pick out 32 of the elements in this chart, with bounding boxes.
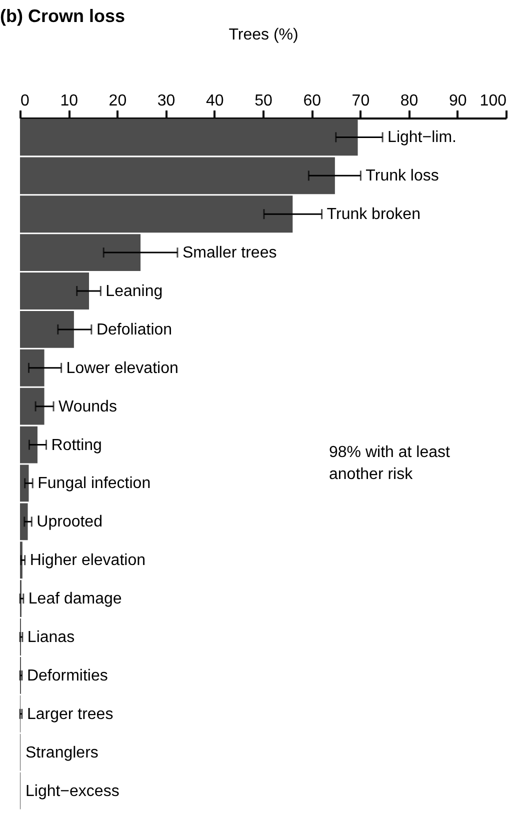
x-tick-label: 0 (20, 92, 30, 110)
x-tick-label: 60 (303, 92, 322, 110)
y-tick-label: Smaller trees (182, 244, 277, 262)
y-tick-label: Fungal infection (38, 475, 151, 492)
x-tick-label: 80 (400, 92, 418, 110)
y-tick-label: Trunk loss (366, 168, 439, 185)
y-tick-label: Lianas (27, 629, 75, 646)
y-tick-label: Stranglers (25, 744, 98, 762)
y-tick-label: Larger trees (26, 706, 114, 723)
x-tick-label: 10 (60, 92, 78, 110)
y-tick-label: Uprooted (36, 514, 102, 531)
y-tick-label: Leaf damage (28, 590, 122, 608)
y-tick-label: Higher elevation (30, 552, 146, 570)
x-tick-label: 50 (254, 92, 272, 110)
y-tick-label: Deformities (26, 667, 108, 684)
y-tick-label: Defoliation (96, 321, 172, 338)
y-tick-label: Rotting (51, 436, 102, 454)
x-tick-label: 100 (480, 92, 507, 110)
y-tick-label: Light−excess (25, 782, 120, 800)
x-tick-label: 20 (108, 92, 127, 110)
x-tick-label: 70 (352, 92, 370, 110)
x-axis-title: Trees (%) (228, 26, 298, 44)
y-tick-label: Light−lim. (388, 129, 456, 146)
y-tick-label: Wounds (58, 398, 117, 416)
annotation: 98% with at least another risk (329, 444, 451, 483)
x-tick-label: 90 (449, 92, 467, 110)
x-tick-label: 30 (157, 92, 176, 110)
y-tick-label: Leaning (106, 283, 163, 300)
y-tick-label: Lower elevation (66, 360, 178, 377)
x-tick-label: 40 (206, 92, 224, 110)
y-tick-label: Trunk broken (326, 206, 420, 224)
chart-title: (b) Crown loss (0, 6, 125, 26)
